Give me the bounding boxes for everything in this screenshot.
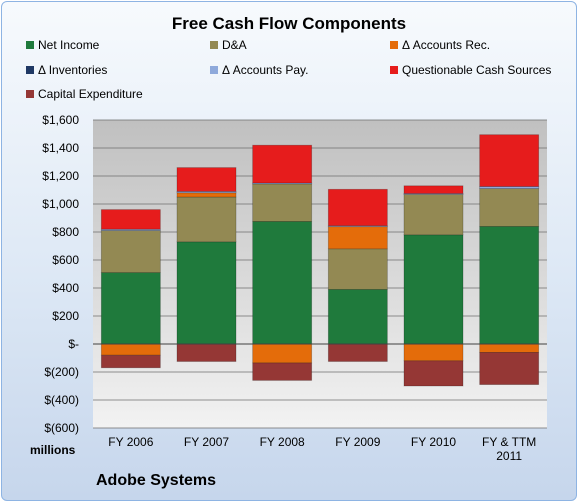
legend-label: Δ Inventories	[38, 63, 108, 77]
bar-segment	[100, 272, 161, 345]
bar-segment	[176, 241, 237, 345]
bar-segment	[176, 196, 237, 243]
x-tick-label: FY 2009	[335, 435, 380, 449]
bar-segment	[327, 188, 388, 227]
legend-label: Net Income	[38, 38, 100, 52]
legend-label: Δ Accounts Pay.	[222, 63, 309, 77]
bar-segment	[100, 354, 161, 369]
y-tick-label: $400	[52, 281, 79, 295]
bar-segment	[403, 360, 464, 387]
bar-segment	[479, 188, 540, 227]
y-tick-label: $1,600	[42, 113, 79, 127]
bar-segment	[252, 183, 313, 222]
x-tick-label: FY & TTM 2011	[482, 435, 536, 463]
legend-item-questionable-cash: Questionable Cash Sources	[390, 63, 551, 77]
legend-swatch	[210, 66, 218, 74]
bar-segment	[100, 343, 161, 356]
y-tick-label: $200	[52, 309, 79, 323]
bar-segment	[176, 167, 237, 192]
bar-segment	[327, 288, 388, 345]
bar-segment	[327, 248, 388, 290]
bar-segment	[403, 193, 464, 236]
bar-segment	[100, 230, 161, 274]
y-axis-tick-labels: $(600) $(400) $(200) $- $200 $400 $600 $800 $1,0…	[42, 113, 79, 435]
x-tick-label: FY 2008	[260, 435, 305, 449]
y-tick-label: $(200)	[44, 365, 79, 379]
bar-segment	[403, 185, 464, 194]
legend: Net Income D&A Δ Accounts Rec. Δ Invento…	[0, 0, 578, 110]
y-tick-label: $-	[68, 337, 79, 351]
bars	[100, 134, 540, 387]
chart-title: Free Cash Flow Components	[171, 14, 407, 33]
x-tick-label: FY 2007	[184, 435, 229, 449]
legend-item-capex: Capital Expenditure	[26, 87, 143, 101]
legend-swatch	[210, 41, 218, 49]
bar-segment	[479, 225, 540, 345]
bar-segment	[252, 343, 313, 364]
y-tick-label: $600	[52, 253, 79, 267]
legend-item-inventories: Δ Inventories	[26, 63, 107, 77]
legend-swatch	[390, 66, 398, 74]
y-tick-label: $1,200	[42, 169, 79, 183]
legend-label: Questionable Cash Sources	[402, 63, 552, 77]
bar-segment	[403, 343, 464, 362]
legend-item-accounts-pay: Δ Accounts Pay.	[210, 63, 309, 77]
bar-segment	[252, 221, 313, 345]
x-axis-tick-labels: FY 2006 FY 2007 FY 2008 FY 2009 FY 2010 FY & …	[108, 435, 536, 463]
y-tick-label: $1,400	[42, 141, 79, 155]
bar-segment	[252, 144, 313, 184]
bar-segment	[100, 209, 161, 230]
x-tick-label: FY 2006	[108, 435, 153, 449]
bar-segment	[252, 362, 313, 381]
bar-segment	[479, 134, 540, 187]
bar-segment	[327, 343, 388, 362]
bar-segment	[403, 234, 464, 345]
legend-swatch	[390, 41, 398, 49]
bar-segment	[479, 351, 540, 385]
company-name: Adobe Systems	[96, 472, 217, 489]
legend-label: Capital Expenditure	[38, 87, 143, 101]
plot-area	[93, 120, 547, 428]
bar-segment	[479, 343, 540, 353]
legend-item-accounts-rec: Δ Accounts Rec.	[390, 38, 490, 52]
y-tick-label: $1,000	[42, 197, 79, 211]
y-axis-units-label: millions	[30, 443, 76, 457]
x-tick-label: FY 2010	[411, 435, 456, 449]
bar-segment	[176, 192, 237, 198]
legend-item-da: D&A	[210, 38, 247, 52]
y-tick-label: $(600)	[44, 421, 79, 435]
legend-swatch	[26, 66, 34, 74]
legend-label: D&A	[222, 38, 247, 52]
y-tick-label: $(400)	[44, 393, 79, 407]
y-tick-label: $800	[52, 225, 79, 239]
legend-swatch	[26, 41, 34, 49]
legend-label: Δ Accounts Rec.	[402, 38, 491, 52]
legend-item-net-income: Net Income	[26, 38, 99, 52]
bar-segment	[327, 225, 388, 250]
legend-swatch	[26, 90, 34, 98]
bar-segment	[176, 343, 237, 362]
